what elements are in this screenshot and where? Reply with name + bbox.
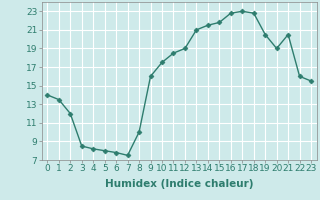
X-axis label: Humidex (Indice chaleur): Humidex (Indice chaleur) <box>105 179 253 189</box>
